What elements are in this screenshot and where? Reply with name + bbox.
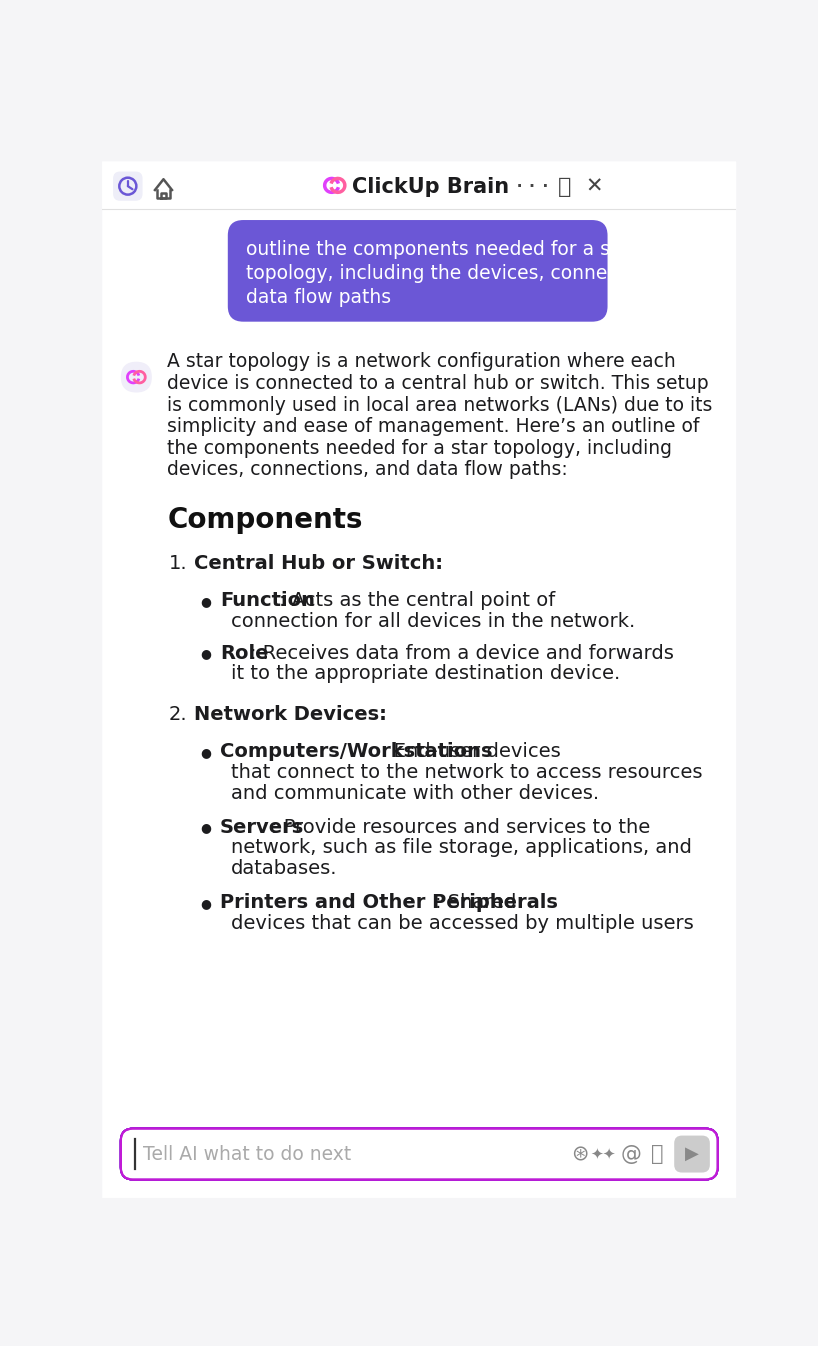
Text: 1.: 1.	[169, 555, 187, 573]
Text: network, such as file storage, applications, and: network, such as file storage, applicati…	[231, 839, 692, 857]
FancyBboxPatch shape	[674, 1136, 710, 1172]
Text: Components: Components	[168, 506, 363, 534]
Text: ⏉: ⏉	[651, 1144, 663, 1164]
Text: that connect to the network to access resources: that connect to the network to access re…	[231, 763, 703, 782]
Text: ●: ●	[200, 746, 212, 759]
FancyBboxPatch shape	[122, 1129, 717, 1178]
FancyBboxPatch shape	[102, 162, 736, 1198]
FancyBboxPatch shape	[119, 1128, 719, 1180]
Text: Servers: Servers	[220, 817, 304, 837]
Text: Printers and Other Peripherals: Printers and Other Peripherals	[220, 892, 558, 913]
Text: data flow paths: data flow paths	[246, 288, 392, 307]
Text: ●: ●	[200, 647, 212, 661]
Text: @: @	[620, 1144, 641, 1164]
Text: ···: ···	[513, 176, 553, 197]
Text: A star topology is a network configuration where each: A star topology is a network configurati…	[168, 353, 676, 371]
Text: devices that can be accessed by multiple users: devices that can be accessed by multiple…	[231, 914, 694, 933]
FancyBboxPatch shape	[227, 219, 608, 322]
Text: ⤢: ⤢	[558, 176, 572, 197]
Text: topology, including the devices, connections, and: topology, including the devices, connect…	[246, 264, 711, 283]
Text: Computers/Workstations: Computers/Workstations	[220, 742, 492, 760]
Text: devices, connections, and data flow paths:: devices, connections, and data flow path…	[168, 460, 568, 479]
Text: databases.: databases.	[231, 859, 337, 878]
Text: it to the appropriate destination device.: it to the appropriate destination device…	[231, 665, 620, 684]
Text: Function: Function	[220, 591, 315, 610]
Text: ▶: ▶	[685, 1145, 699, 1163]
FancyBboxPatch shape	[102, 162, 736, 209]
Text: ●: ●	[200, 896, 212, 910]
FancyBboxPatch shape	[121, 362, 152, 393]
Text: is commonly used in local area networks (LANs) due to its: is commonly used in local area networks …	[168, 396, 712, 415]
Text: ✦✦: ✦✦	[590, 1147, 616, 1162]
Text: ●: ●	[200, 595, 212, 608]
Text: : Provide resources and services to the: : Provide resources and services to the	[272, 817, 650, 837]
Text: connection for all devices in the network.: connection for all devices in the networ…	[231, 612, 635, 631]
Text: Network Devices:: Network Devices:	[194, 705, 387, 724]
Text: simplicity and ease of management. Here’s an outline of: simplicity and ease of management. Here’…	[168, 417, 699, 436]
Text: : Acts as the central point of: : Acts as the central point of	[279, 591, 555, 610]
Text: Role: Role	[220, 643, 268, 662]
Text: device is connected to a central hub or switch. This setup: device is connected to a central hub or …	[168, 374, 709, 393]
Text: ClickUp Brain: ClickUp Brain	[352, 176, 509, 197]
Text: : Shared: : Shared	[434, 892, 516, 913]
Text: ✕: ✕	[586, 176, 603, 197]
Text: : End-user devices: : End-user devices	[381, 742, 561, 760]
Text: : Receives data from a device and forwards: : Receives data from a device and forwar…	[249, 643, 673, 662]
FancyBboxPatch shape	[116, 336, 722, 1106]
Text: 2.: 2.	[169, 705, 187, 724]
Text: Tell AI what to do next: Tell AI what to do next	[142, 1144, 351, 1163]
Text: outline the components needed for a star: outline the components needed for a star	[246, 240, 637, 258]
Text: and communicate with other devices.: and communicate with other devices.	[231, 783, 599, 802]
Text: the components needed for a star topology, including: the components needed for a star topolog…	[168, 439, 672, 458]
Text: Central Hub or Switch:: Central Hub or Switch:	[194, 555, 443, 573]
FancyBboxPatch shape	[121, 1129, 717, 1179]
Text: ⊛: ⊛	[571, 1144, 588, 1164]
Text: ●: ●	[200, 821, 212, 835]
FancyBboxPatch shape	[113, 171, 142, 201]
